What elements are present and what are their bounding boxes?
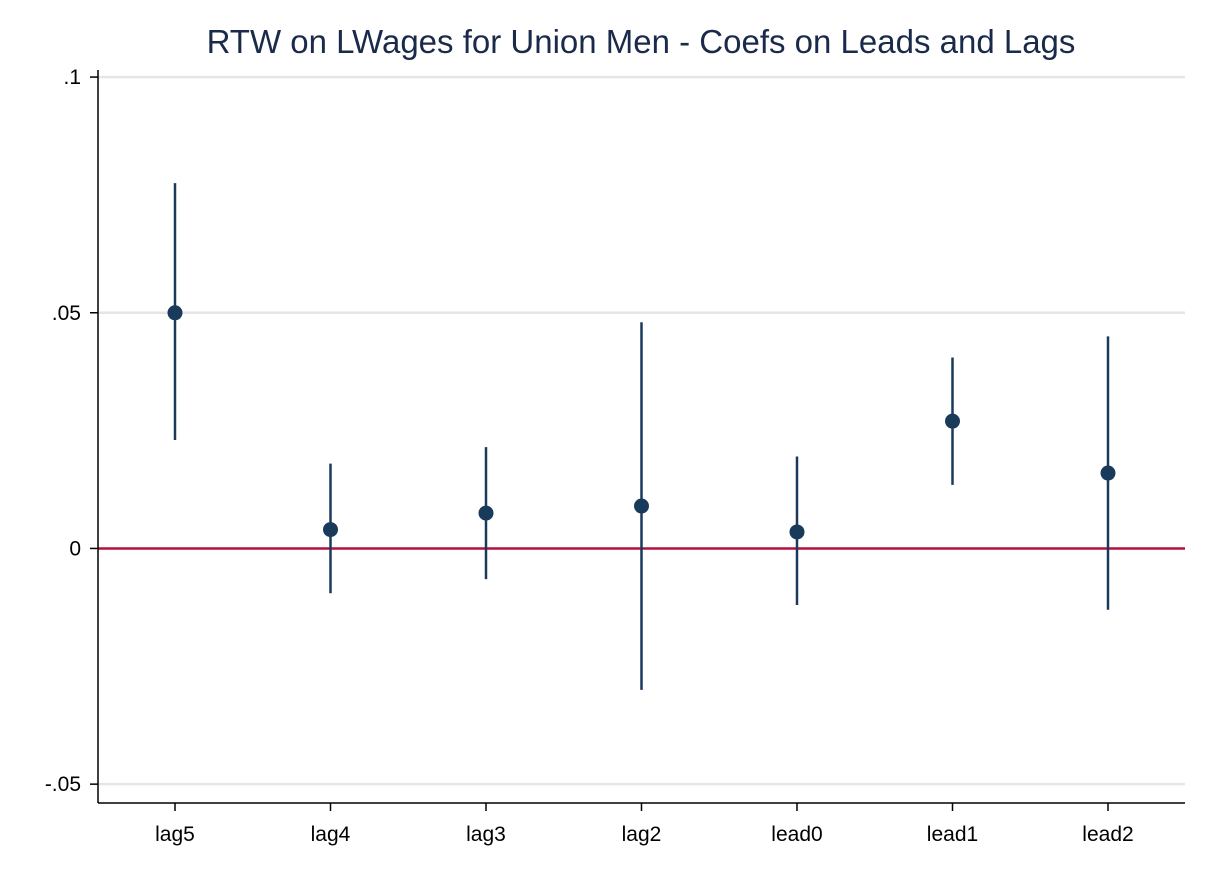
point-lead1 — [945, 413, 960, 429]
confidence-intervals — [173, 183, 1110, 690]
y-tick-label-2: .05 — [52, 302, 81, 325]
gridlines — [98, 75, 1185, 786]
coefficient-points — [167, 305, 1116, 540]
tick-labels: -.05 0 .05 .1 lag5 lag4 lag3 lag2 lead0 lead1 lead… — [45, 66, 1134, 846]
axes — [90, 70, 1185, 811]
x-tick-label-lead2: lead2 — [1082, 823, 1133, 846]
point-lag2 — [634, 498, 649, 514]
point-lead0 — [789, 524, 805, 540]
x-tick-label-lead1: lead1 — [927, 823, 978, 846]
point-lag4 — [323, 522, 338, 538]
point-lag3 — [478, 505, 494, 521]
chart-title: RTW on LWages for Union Men - Coefs on L… — [207, 23, 1076, 60]
point-lag5 — [167, 305, 183, 321]
x-tick-label-lead0: lead0 — [771, 823, 822, 846]
x-tick-label-lag3: lag3 — [466, 823, 506, 846]
y-tick-label-3: .1 — [63, 66, 81, 89]
x-tick-label-lag5: lag5 — [155, 823, 195, 846]
point-lead2 — [1100, 465, 1116, 481]
y-tick-label-0: -.05 — [45, 773, 81, 796]
x-tick-label-lag4: lag4 — [311, 823, 351, 846]
x-tick-label-lag2: lag2 — [622, 823, 662, 846]
y-tick-label-1: 0 — [69, 537, 81, 560]
